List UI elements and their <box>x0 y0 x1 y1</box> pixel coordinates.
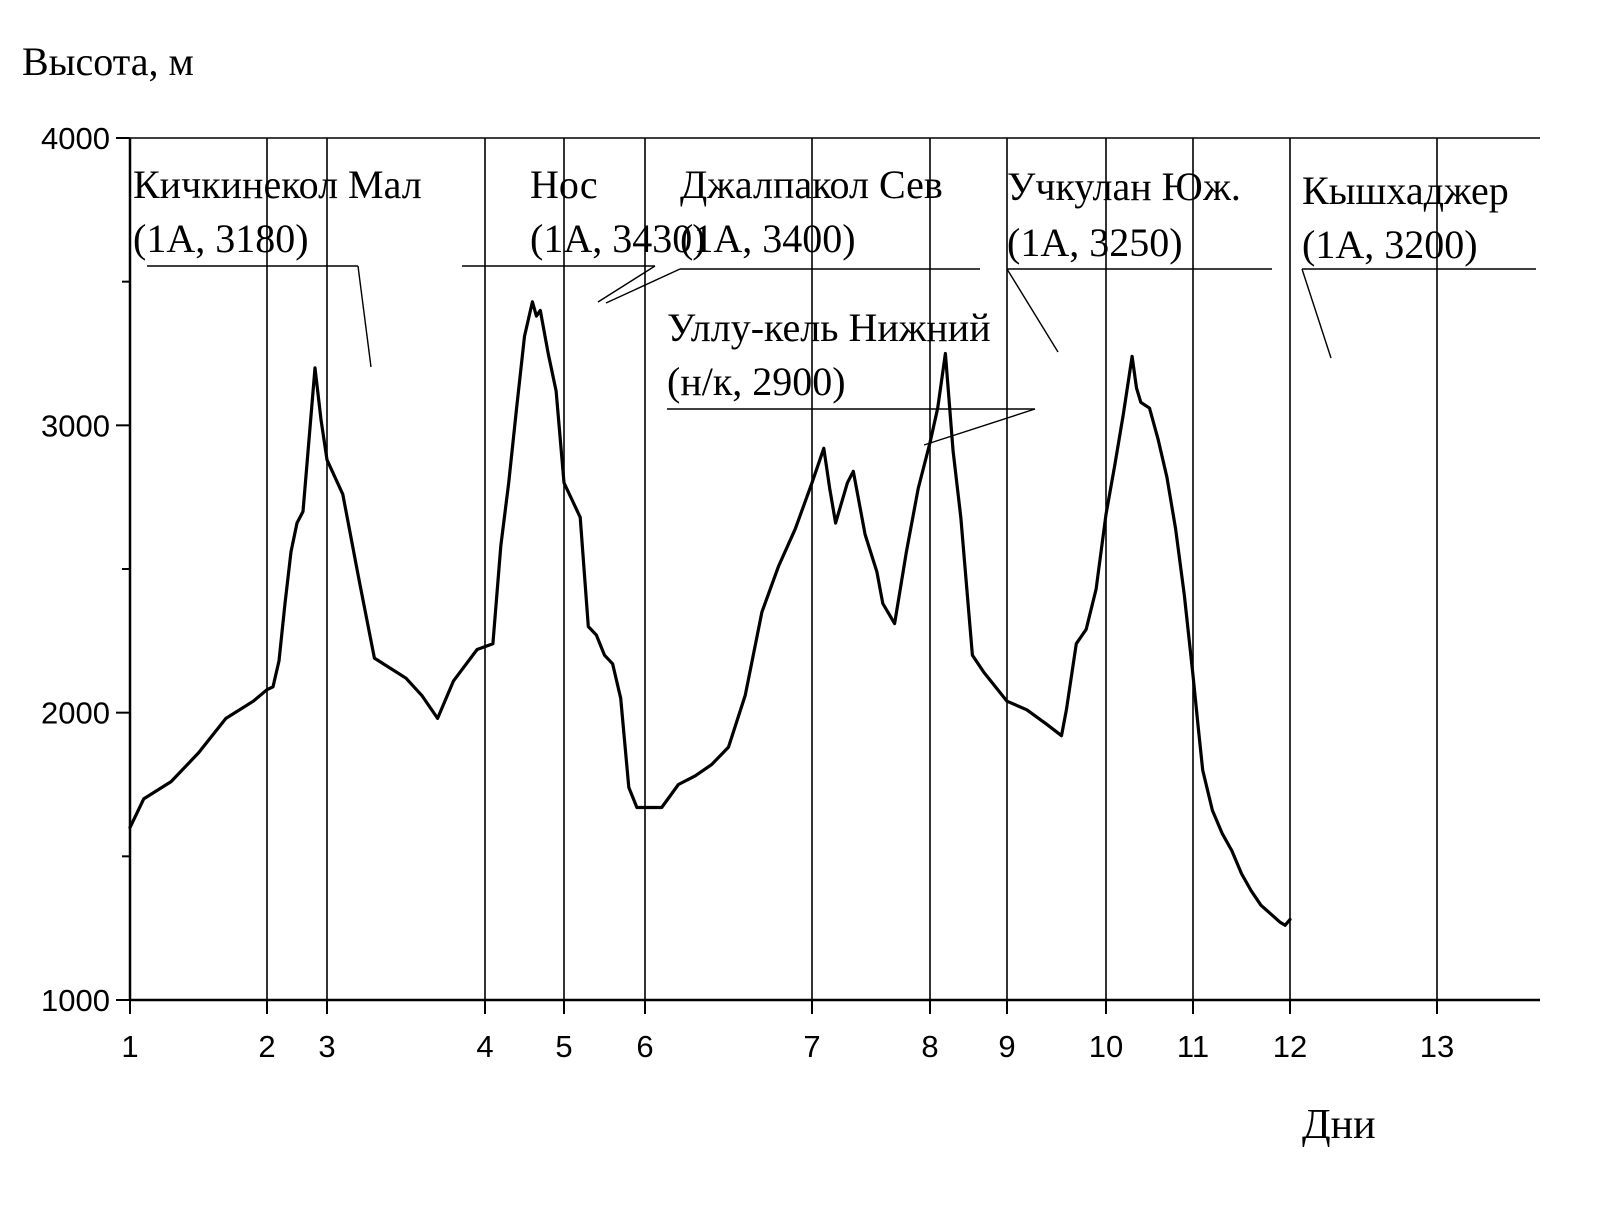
y-tick-label: 1000 <box>41 983 110 1018</box>
annotation-name: Уллу-кель Нижний <box>667 305 991 350</box>
x-tick-label: 8 <box>921 1029 938 1064</box>
x-tick-label: 11 <box>1177 1029 1209 1064</box>
axes <box>128 137 1540 1002</box>
annotation-name: Нос <box>530 162 598 207</box>
x-axis-label: Дни <box>1302 1102 1376 1148</box>
annotation-leader <box>1301 268 1332 359</box>
annotation-leader <box>923 408 1036 446</box>
x-tick-label: 1 <box>121 1029 138 1064</box>
annotation-peak-3: Джалпакол Сев (1А, 3400) <box>605 162 980 304</box>
annotation-peak-6: Кышхаджер (1А, 3200) <box>1301 168 1536 359</box>
annotation-detail: (1А, 3250) <box>1007 220 1183 265</box>
annotation-name: Джалпакол Сев <box>680 162 943 207</box>
annotation-name: Кичкинекол Мал <box>133 162 422 207</box>
x-tick-label: 3 <box>318 1029 335 1064</box>
annotation-detail: (1А, 3200) <box>1302 222 1478 267</box>
annotation-detail: (1А, 3180) <box>133 216 309 261</box>
x-tick-label: 10 <box>1089 1029 1123 1064</box>
x-tick-label: 12 <box>1273 1029 1307 1064</box>
x-tick-label: 4 <box>476 1029 493 1064</box>
x-tick-label: 2 <box>258 1029 275 1064</box>
x-tick-label: 5 <box>555 1029 572 1064</box>
y-tick-label: 3000 <box>41 408 110 443</box>
annotation-leader <box>597 265 656 303</box>
annotation-peak-5: Учкулан Юж. (1А, 3250) <box>1006 164 1272 353</box>
annotation-leader <box>1006 268 1059 353</box>
elevation-line <box>128 300 1292 927</box>
annotation-peak-1: Кичкинекол Мал (1А, 3180) <box>133 162 422 368</box>
annotation-detail: (1А, 3400) <box>680 216 856 261</box>
x-tick-label: 9 <box>998 1029 1015 1064</box>
y-axis-label: Высота, м <box>22 39 194 84</box>
annotation-name: Кышхаджер <box>1302 168 1509 213</box>
annotation-detail: (н/к, 2900) <box>667 359 846 404</box>
annotation-detail: (1А, 3430) <box>530 216 706 261</box>
day-gridlines <box>266 138 1438 1000</box>
y-tick-label: 4000 <box>41 121 110 156</box>
x-tick-label: 6 <box>636 1029 653 1064</box>
y-tick-label: 2000 <box>41 696 110 731</box>
annotation-peak-4: Уллу-кель Нижний (н/к, 2900) <box>667 305 1036 446</box>
series <box>128 300 1292 927</box>
annotation-leader <box>605 268 681 304</box>
x-tick-label: 7 <box>803 1029 820 1064</box>
annotation-peak-2: Нос (1А, 3430) <box>462 162 706 303</box>
annotation-leader <box>357 265 372 368</box>
peak-annotations: Кичкинекол Мал(1А, 3180)Нос(1А, 3430)Джа… <box>133 162 1536 446</box>
annotation-name: Учкулан Юж. <box>1007 164 1241 209</box>
x-tick-label: 13 <box>1420 1029 1454 1064</box>
